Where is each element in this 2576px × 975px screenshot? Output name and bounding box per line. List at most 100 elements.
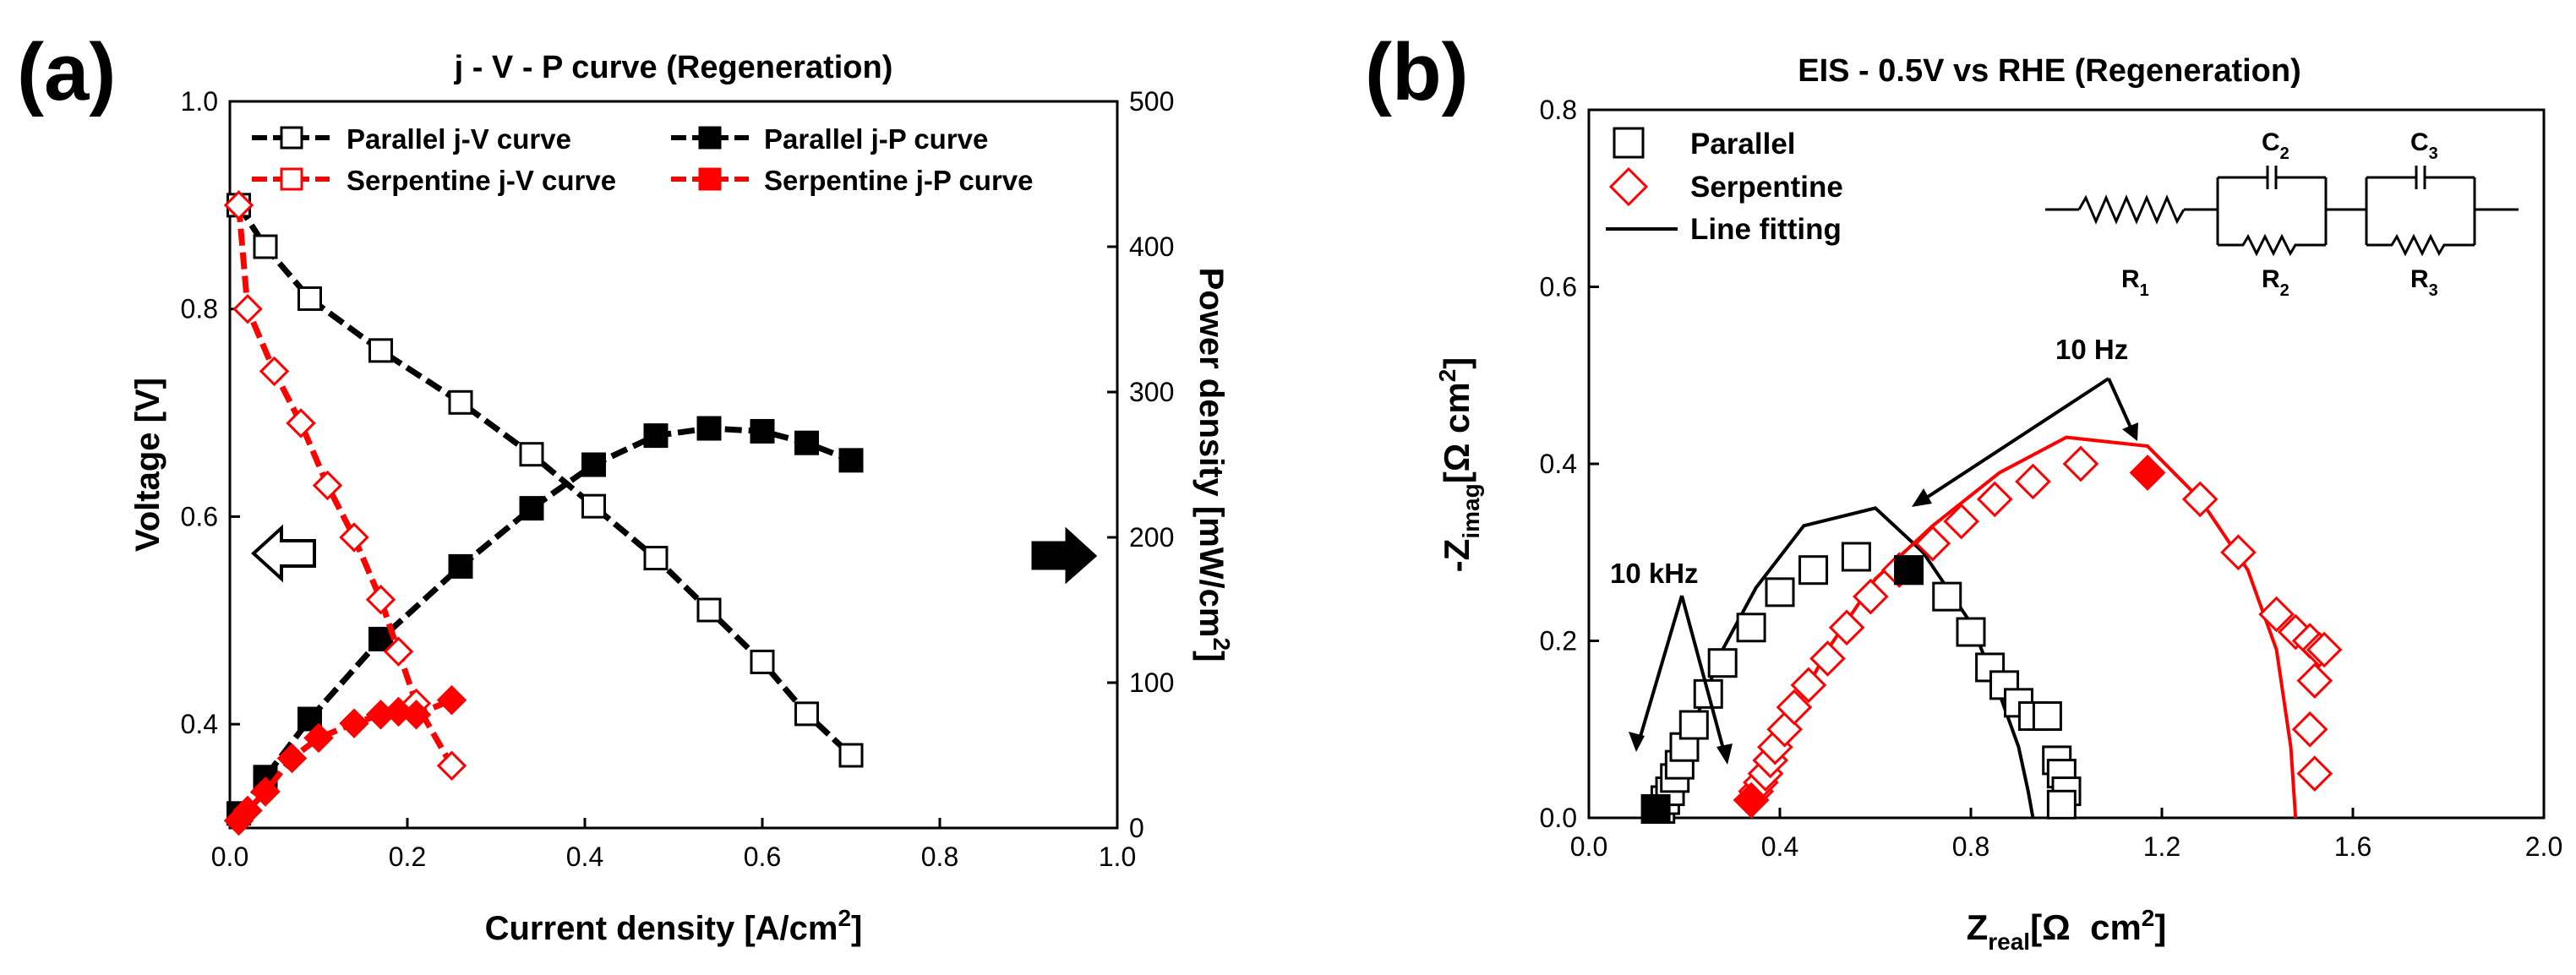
parallel-j-p-curve-point (750, 418, 775, 444)
serpentine-point (2306, 631, 2343, 668)
equivalent-circuit-diagram (2045, 166, 2519, 257)
left-axis-arrow-icon (251, 524, 316, 583)
serpentine-j-p-curve-point (232, 795, 263, 826)
serpentine-point (2062, 445, 2099, 482)
serpentine-point (1776, 689, 1813, 726)
chart-a-series (223, 190, 864, 836)
x-tick-label: 2.0 (2525, 831, 2562, 862)
legend-parallel-label: Parallel (1690, 128, 1796, 161)
circuit-label-r3: R3 (2410, 265, 2438, 300)
legend-serpentine-jp-label: Serpentine j-P curve (764, 165, 1034, 196)
panel-label-b: (b) (1365, 27, 1469, 117)
serpentine-j-v-curve-point (259, 356, 290, 387)
chart-a-y-right-label: Power density [mW/cm2] (1192, 268, 1235, 662)
chart-b-x-ticks: 0.0 0.4 0.8 1.2 1.6 2.0 (1570, 808, 2562, 862)
y-left-tick-label: 0.8 (181, 294, 218, 324)
y-left-tick-label: 1.0 (181, 86, 218, 117)
y-right-tick-label: 200 (1129, 522, 1174, 553)
x-tick-label: 0.4 (566, 842, 603, 872)
arrow-10khz-serpentine (1680, 595, 1726, 753)
x-tick-label: 0.6 (744, 842, 781, 872)
parallel-j-p-curve-point (448, 553, 473, 579)
x-tick-label: 0.8 (921, 842, 958, 872)
parallel-j-v-curve-point (696, 597, 722, 623)
legend-parallel-jp: Parallel j-P curve (671, 123, 988, 155)
parallel-j-v-curve-point (643, 546, 669, 571)
x-tick-label: 1.6 (2334, 831, 2371, 862)
serpentine-point (2181, 481, 2219, 518)
serpentine-point (1976, 481, 2013, 518)
freq-arrowheads (1629, 422, 2138, 765)
serpentine-10-khz-point (1733, 782, 1770, 819)
label-10hz: 10 Hz (2055, 334, 2128, 365)
y-tick-label: 0.6 (1540, 272, 1577, 302)
y-tick-label: 0.2 (1540, 626, 1577, 656)
serpentine-j-v-curve-point (339, 522, 369, 553)
legend-line-fitting-label: Line fitting (1690, 213, 1842, 246)
serpentine-point (1914, 525, 1951, 562)
x-tick-label: 0.0 (211, 842, 248, 872)
legend-parallel-jv-marker (280, 126, 303, 150)
chart-b: EIS - 0.5V vs RHE (Regeneration) 0.0 0.4 0… (1434, 53, 2562, 955)
legend-serpentine-jp: Serpentine j-P curve (671, 165, 1034, 196)
serpentine-j-p-curve-point (250, 776, 281, 807)
serpentine-j-v-curve-point (223, 190, 254, 221)
circuit-label-c3: C3 (2410, 128, 2438, 163)
parallel-point (1798, 555, 1829, 586)
y-tick-label: 0.4 (1540, 449, 1577, 479)
chart-b-y-ticks: 0.0 0.2 0.4 0.6 0.8 (1540, 95, 1599, 833)
chart-a-y-left-ticks: 0.4 0.6 0.8 1.0 (181, 86, 240, 739)
legend-parallel-jv-label: Parallel j-V curve (347, 123, 571, 155)
arrow-10hz-serpentine (2107, 378, 2133, 430)
legend-parallel-jp-marker (698, 126, 722, 150)
chart-a-frame (228, 100, 1119, 830)
serpentine-point (2220, 534, 2257, 571)
x-tick-label: 0.4 (1761, 831, 1798, 862)
circuit-resistor-r3 (2366, 233, 2475, 257)
y-right-tick-label: 500 (1129, 86, 1174, 117)
legend-serpentine-marker (1608, 166, 1649, 207)
serpentine-point (1943, 503, 1980, 540)
arrowhead-icon (2122, 422, 2138, 441)
parallel-j-p-curve-point (696, 416, 722, 441)
chart-a-y-right-ticks: 0 100 200 300 400 500 (1107, 86, 1174, 843)
circuit-label-r2: R2 (2262, 265, 2289, 300)
parallel-point (1956, 617, 1986, 647)
y-tick-label: 0.0 (1540, 803, 1577, 833)
parallel-point (1707, 648, 1738, 678)
serpentine-j-p-curve-point (276, 743, 308, 774)
x-tick-label: 1.2 (2143, 831, 2180, 862)
circuit-labels: R1 R2 R3 C2 C3 (2121, 128, 2438, 300)
serpentine-point (2291, 711, 2328, 748)
arrowhead-icon (1912, 488, 1932, 507)
parallel-j-p-curve-point (838, 448, 864, 473)
y-right-tick-label: 100 (1129, 667, 1174, 698)
parallel-point (1932, 581, 1962, 612)
y-right-tick-label: 0 (1129, 813, 1144, 843)
y-left-tick-label: 0.4 (181, 709, 218, 739)
circuit-resistor-r1 (2077, 194, 2186, 225)
chart-a-x-ticks: 0.0 0.2 0.4 0.6 0.8 1.0 (211, 818, 1136, 872)
parallel-point (2046, 789, 2077, 820)
chart-b-x-axis-label: Zreal[Ω cm2] (1967, 905, 2167, 955)
x-tick-label: 1.0 (1099, 842, 1136, 872)
legend-parallel-jv: Parallel j-V curve (252, 123, 571, 155)
y-left-tick-label: 0.6 (181, 501, 218, 531)
x-tick-label: 0.8 (1952, 831, 1989, 862)
x-tick-label: 0.0 (1570, 831, 1607, 862)
parallel-j-v-curve-point (519, 442, 544, 467)
parallel-j-p-curve-point (581, 452, 606, 477)
parallel-point (1678, 710, 1709, 740)
serpentine-j-v-curve-point (286, 408, 316, 438)
y-tick-label: 0.8 (1540, 95, 1577, 125)
parallel-j-p-curve-point (519, 496, 544, 521)
arrow-10hz-parallel (1921, 377, 2110, 502)
chart-b-title: EIS - 0.5V vs RHE (Regeneration) (1798, 53, 2301, 89)
arrowhead-icon (1629, 732, 1645, 752)
arrowhead-icon (1716, 744, 1733, 765)
serpentine-j-p-curve-point (339, 708, 369, 738)
parallel-point (1841, 542, 1871, 572)
serpentine-point (1828, 609, 1865, 646)
serpentine-j-v-curve-point (312, 470, 343, 501)
parallel-j-v-curve-point (750, 649, 775, 674)
